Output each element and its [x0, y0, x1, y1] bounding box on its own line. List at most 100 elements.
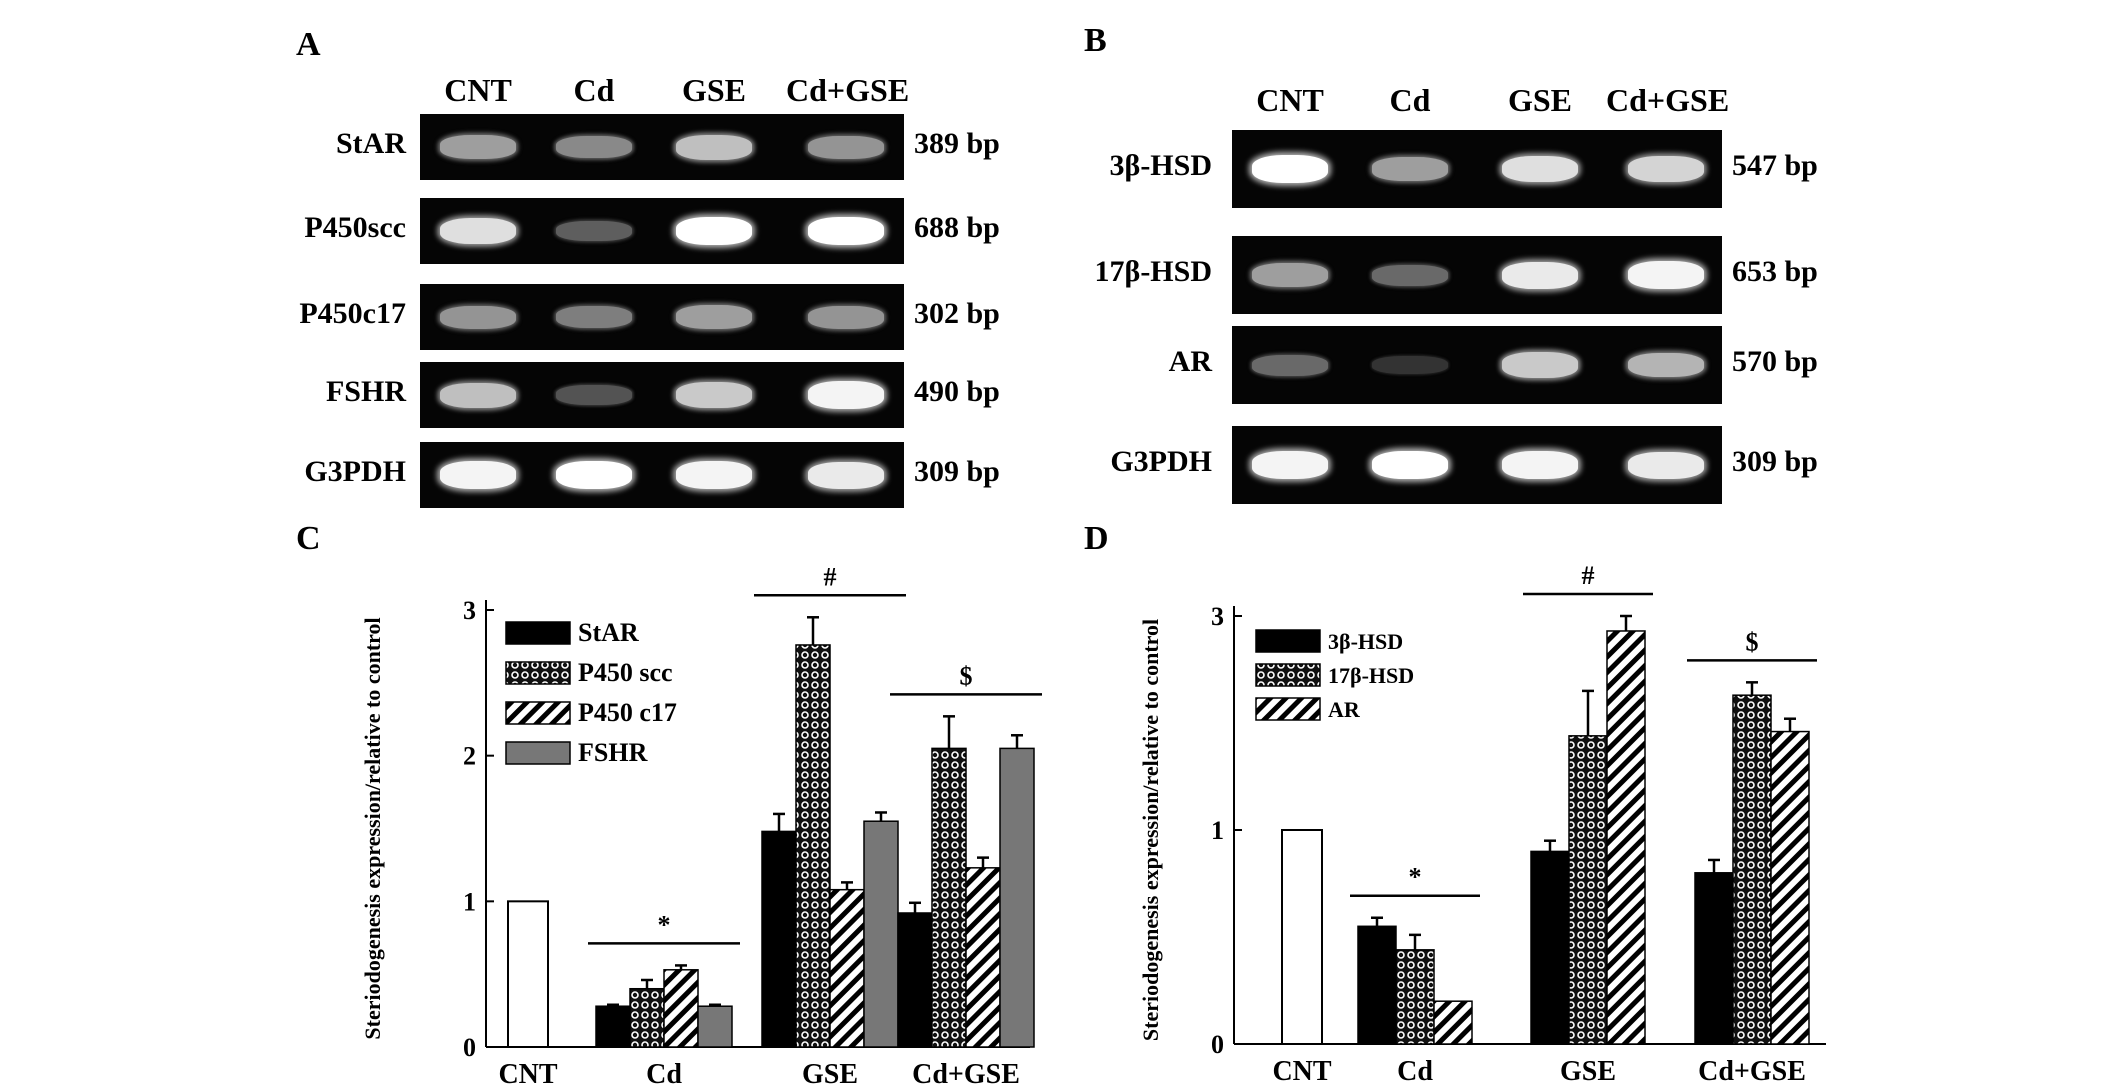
lane-header: Cd	[573, 72, 615, 108]
gel-strip	[1232, 130, 1722, 208]
gel-band	[440, 135, 516, 159]
y-tick-label: 2	[463, 742, 476, 771]
gel-band	[1628, 156, 1704, 182]
gel-band	[676, 305, 752, 329]
significance-symbol: $	[960, 661, 973, 690]
gel-band	[1252, 155, 1328, 183]
bp-label: 490 bp	[914, 375, 1000, 408]
gel-band	[808, 217, 884, 245]
bar-solid-black	[1694, 872, 1734, 1045]
gel-band	[1628, 451, 1704, 479]
gel-band	[440, 305, 516, 329]
panel-letter-a: A	[296, 26, 321, 63]
gene-label: 3β-HSD	[1109, 149, 1212, 182]
significance-symbol: $	[1746, 627, 1759, 656]
lane-header: CNT	[444, 72, 512, 108]
chart-d: Steriodogenesis expression/relative to c…	[1138, 561, 1826, 1087]
lane-header: Cd+GSE	[786, 72, 910, 108]
legend-swatch	[1255, 663, 1321, 687]
gel-band	[1502, 352, 1578, 378]
gel-band	[808, 461, 884, 489]
bp-label: 570 bp	[1732, 345, 1818, 378]
bar-control	[507, 900, 549, 1049]
gel-band	[440, 461, 516, 489]
lane-header: Cd	[1389, 82, 1431, 118]
bp-label: 309 bp	[1732, 445, 1818, 478]
gel-band	[808, 135, 884, 159]
lane-header: GSE	[681, 72, 747, 108]
x-tick-label: Cd	[646, 1059, 682, 1090]
legend-swatch	[505, 661, 571, 685]
x-tick-label: Cd+GSE	[1698, 1056, 1806, 1087]
bp-label: 389 bp	[914, 127, 1000, 160]
gel-band	[808, 381, 884, 409]
legend-label: 17β-HSD	[1328, 663, 1414, 688]
gel-band	[1252, 263, 1328, 287]
legend-label: AR	[1328, 697, 1361, 722]
bar-checker	[629, 987, 665, 1048]
gene-label: StAR	[335, 127, 406, 160]
gel-band	[676, 217, 752, 245]
bar-solid-black	[897, 912, 933, 1048]
gene-label: P450scc	[304, 211, 406, 244]
gel-panel-b: CNT Cd GSE Cd+GSE 3β-HSD 547 bp 17β-HSD 653 bp A…	[0, 0, 2126, 510]
gel-strip	[1232, 426, 1722, 504]
y-tick-label: 1	[1211, 816, 1224, 845]
gel-band	[440, 217, 516, 245]
bar-stripes	[1606, 630, 1646, 1045]
gel-band	[1628, 352, 1704, 378]
legend-swatch	[505, 701, 571, 725]
y-tick-label: 0	[1211, 1030, 1224, 1059]
gel-band	[1252, 451, 1328, 479]
gel-strip	[420, 284, 904, 350]
x-tick-label: GSE	[802, 1059, 858, 1090]
legend-swatch	[505, 741, 571, 765]
gel-band	[1502, 261, 1578, 289]
legend-swatch	[1255, 629, 1321, 653]
x-tick-label: GSE	[1560, 1056, 1616, 1087]
bar-checker	[931, 747, 967, 1048]
gel-band	[1628, 261, 1704, 289]
legend-label: FSHR	[578, 738, 648, 767]
significance-symbol: #	[824, 562, 837, 591]
gel-band	[556, 135, 632, 159]
bp-label: 688 bp	[914, 211, 1000, 244]
lane-header: GSE	[1507, 82, 1573, 118]
bar-stripes	[663, 969, 699, 1048]
legend-swatch	[1255, 697, 1321, 721]
bar-solid-gray	[863, 820, 899, 1048]
x-tick-label: CNT	[1272, 1056, 1331, 1087]
lane-header: CNT	[1256, 82, 1324, 118]
gel-band	[676, 134, 752, 160]
gel-band	[556, 306, 632, 328]
chart-c: Steriodogenesis expression/relative to c…	[360, 562, 1042, 1090]
panel-letter-d: D	[1084, 520, 1109, 557]
legend-label: StAR	[578, 618, 639, 647]
bar-solid-gray	[999, 747, 1035, 1048]
gel-band	[1252, 354, 1328, 376]
bp-label: 302 bp	[914, 297, 1000, 330]
bar-stripes	[1433, 1000, 1473, 1045]
gel-band	[1502, 155, 1578, 183]
gene-label: G3PDH	[1110, 445, 1212, 478]
y-tick-label: 3	[1211, 602, 1224, 631]
panel-letter-c: C	[296, 520, 321, 557]
gene-label: AR	[1168, 345, 1212, 378]
gel-band	[556, 461, 632, 489]
legend-label: 3β-HSD	[1328, 629, 1403, 654]
gel-band	[556, 385, 632, 405]
bar-control	[1281, 829, 1323, 1045]
legend-label: P450 scc	[578, 658, 673, 687]
gel-strip	[1232, 326, 1722, 404]
bar-checker	[1732, 694, 1772, 1045]
gel-strip	[1232, 236, 1722, 314]
gel-strip	[420, 114, 904, 180]
x-tick-label: CNT	[498, 1059, 557, 1090]
y-tick-label: 3	[463, 596, 476, 625]
bar-checker	[1568, 735, 1608, 1045]
bp-label: 547 bp	[1732, 149, 1818, 182]
x-tick-label: Cd	[1397, 1056, 1433, 1087]
gel-band	[808, 305, 884, 329]
gel-band	[556, 220, 632, 242]
significance-symbol: *	[658, 910, 671, 939]
